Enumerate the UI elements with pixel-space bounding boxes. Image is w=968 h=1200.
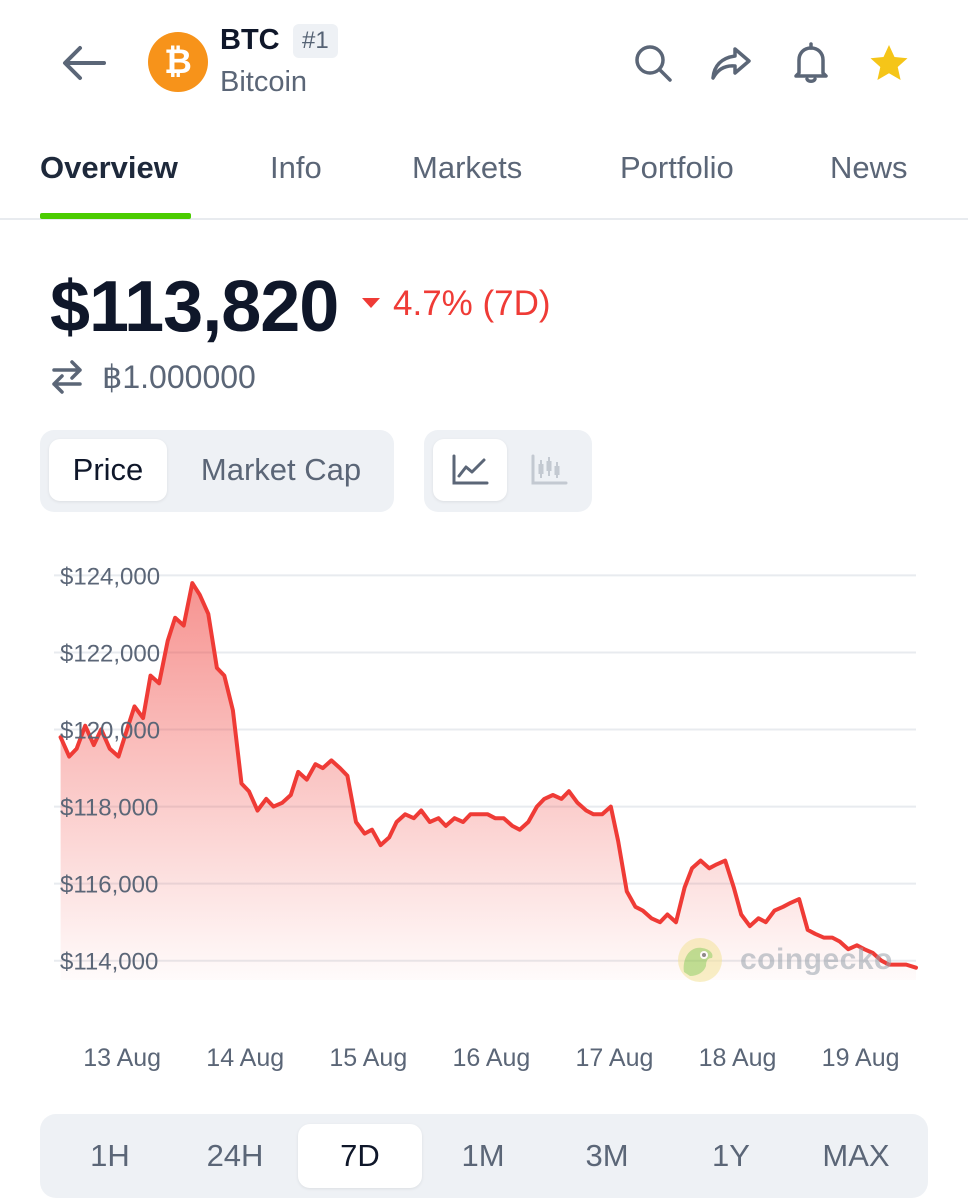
- bell-icon: [794, 42, 828, 83]
- rank-badge: #1: [293, 24, 338, 58]
- y-tick-label: $122,000: [60, 640, 160, 667]
- price-line: [58, 581, 918, 970]
- metric-toggle: Price Market Cap: [40, 430, 394, 512]
- coin-symbol: BTC: [220, 24, 280, 56]
- price-chart[interactable]: $124,000 $122,000 $120,000 $118,000 $116,000…: [0, 560, 968, 1100]
- price-change: 4.7% (7D): [393, 284, 551, 323]
- y-axis-labels: $124,000 $122,000 $120,000 $118,000 $116,000…: [60, 563, 160, 975]
- tab-info[interactable]: Info: [270, 150, 322, 185]
- logo-glyph: ₿: [164, 42, 192, 82]
- x-tick-label: 16 Aug: [452, 1044, 530, 1072]
- tab-portfolio[interactable]: Portfolio: [620, 150, 734, 185]
- y-tick-label: $118,000: [60, 795, 158, 822]
- bitcoin-logo-icon: ₿: [148, 32, 208, 92]
- btc-conversion-value: ฿1.000000: [102, 359, 256, 395]
- x-tick-label: 13 Aug: [83, 1044, 161, 1072]
- y-tick-label: $124,000: [60, 563, 160, 590]
- tab-bar: Overview Info Markets Portfolio News: [0, 130, 968, 220]
- alert-button[interactable]: [788, 40, 834, 86]
- y-tick-label: $114,000: [60, 949, 158, 976]
- timeframe-24h[interactable]: 24H: [206, 1138, 264, 1173]
- timeframe-selector: 1H 24H 7D 1M 3M 1Y MAX: [40, 1114, 928, 1198]
- tab-markets[interactable]: Markets: [412, 150, 523, 185]
- coin-name: Bitcoin: [220, 66, 308, 98]
- favorite-button[interactable]: [866, 40, 912, 86]
- tab-overview[interactable]: Overview: [40, 150, 178, 185]
- coin-header: ₿ BTC #1 Bitcoin: [0, 0, 968, 130]
- caret-down-icon: [362, 298, 380, 308]
- x-tick-label: 14 Aug: [206, 1044, 284, 1072]
- line-chart-button[interactable]: [433, 439, 507, 501]
- price-area-fill: [60, 583, 917, 980]
- swap-icon: [52, 360, 82, 394]
- coingecko-watermark: coingecko: [676, 936, 893, 984]
- coingecko-logo-icon: [678, 938, 722, 982]
- timeframe-1m[interactable]: 1M: [461, 1138, 505, 1173]
- back-arrow-icon: [63, 46, 106, 80]
- x-axis-labels: 13 Aug 14 Aug 15 Aug 16 Aug 17 Aug 18 Aug 19 A…: [83, 1044, 899, 1072]
- timeframe-1y[interactable]: 1Y: [712, 1138, 750, 1173]
- star-icon: [870, 45, 908, 80]
- timeframe-3m[interactable]: 3M: [585, 1138, 629, 1173]
- x-tick-label: 18 Aug: [699, 1044, 777, 1072]
- chart-type-toggle: [424, 430, 592, 512]
- line-chart-icon: [452, 454, 489, 485]
- tab-news[interactable]: News: [830, 150, 908, 185]
- timeframe-1h[interactable]: 1H: [90, 1138, 130, 1173]
- y-tick-label: $120,000: [60, 718, 160, 745]
- back-button[interactable]: [56, 38, 112, 88]
- active-tab-indicator: [40, 213, 191, 219]
- candlestick-icon: [531, 454, 568, 485]
- y-tick-label: $116,000: [60, 872, 158, 899]
- current-price: $113,820: [50, 267, 339, 347]
- price-toggle-button[interactable]: Price: [49, 439, 167, 501]
- x-tick-label: 15 Aug: [329, 1044, 407, 1072]
- search-button[interactable]: [630, 40, 676, 86]
- price-series: [58, 581, 918, 970]
- price-area: [60, 583, 917, 980]
- share-button[interactable]: [708, 40, 754, 86]
- watermark-text: coingecko: [740, 943, 893, 976]
- x-tick-label: 17 Aug: [576, 1044, 654, 1072]
- share-icon: [711, 47, 751, 80]
- market-cap-toggle-button[interactable]: Market Cap: [200, 452, 362, 487]
- search-icon: [635, 45, 672, 82]
- x-tick-label: 19 Aug: [822, 1044, 900, 1072]
- timeframe-max[interactable]: MAX: [822, 1138, 890, 1173]
- timeframe-7d[interactable]: 7D: [298, 1124, 422, 1188]
- candlestick-chart-button[interactable]: [512, 439, 586, 501]
